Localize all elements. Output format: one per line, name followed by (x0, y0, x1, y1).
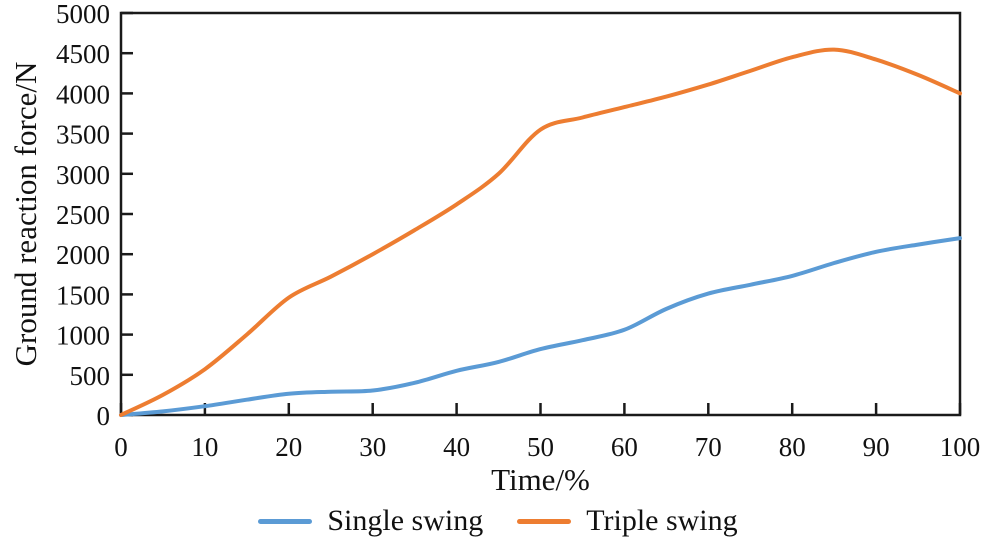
x-tick-label: 70 (695, 432, 722, 462)
legend-label-single-swing: Single swing (327, 504, 484, 537)
y-tick-label: 4500 (56, 39, 110, 69)
series-line-single-swing (119, 236, 962, 417)
x-tick-label: 80 (779, 432, 806, 462)
y-tick-label: 1000 (56, 321, 110, 351)
x-tick-label: 20 (275, 432, 302, 462)
y-tick-label: 0 (97, 401, 111, 431)
x-tick-label: 30 (359, 432, 386, 462)
x-tick-label: 100 (940, 432, 981, 462)
legend: Single swing Triple swing (0, 506, 996, 536)
y-tick-label: 5000 (56, 0, 110, 29)
y-tick-label: 4000 (56, 79, 110, 109)
y-tick-label: 500 (70, 361, 111, 391)
y-tick-label: 3000 (56, 160, 110, 190)
y-tick-label: 1500 (56, 280, 110, 310)
legend-label-triple-swing: Triple swing (586, 504, 738, 537)
y-axis-label: Ground reaction force/N (8, 61, 43, 367)
y-tick-label: 2500 (56, 200, 110, 230)
legend-swatch-triple-swing (517, 518, 572, 524)
x-tick-label: 10 (191, 432, 218, 462)
x-tick-label: 60 (611, 432, 638, 462)
x-tick-label: 90 (863, 432, 890, 462)
x-tick-label: 40 (443, 432, 470, 462)
legend-item-single-swing: Single swing (258, 506, 483, 536)
series-line-triple-swing (119, 47, 962, 417)
y-tick-label: 3500 (56, 120, 110, 150)
y-tick-label: 2000 (56, 240, 110, 270)
x-tick-label: 0 (114, 432, 128, 462)
x-axis-label: Time/% (491, 462, 590, 497)
x-tick-label: 50 (527, 432, 554, 462)
legend-item-triple-swing: Triple swing (517, 504, 738, 537)
plot-border (119, 11, 962, 417)
legend-swatch-single-swing (258, 518, 313, 524)
